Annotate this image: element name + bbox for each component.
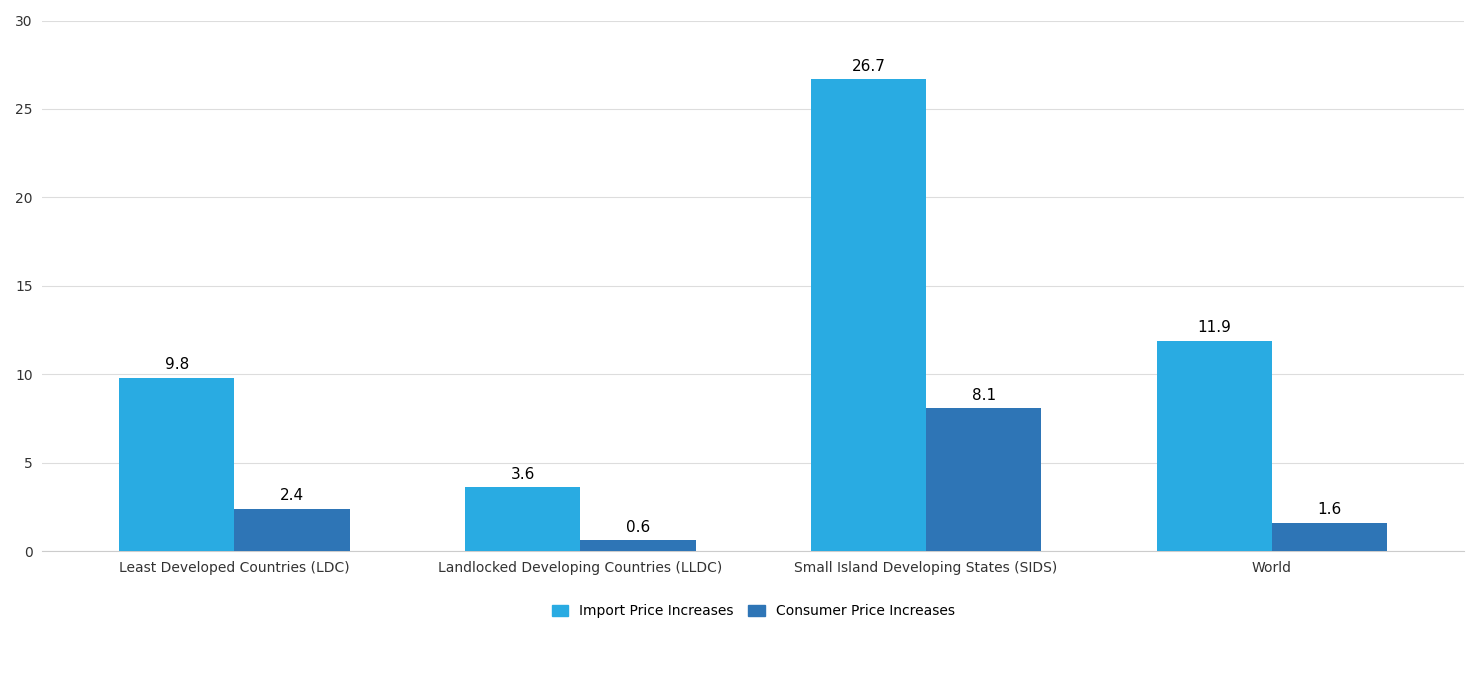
Text: 3.6: 3.6 <box>510 467 535 482</box>
Bar <box>810 79 926 551</box>
Text: 0.6: 0.6 <box>626 520 651 535</box>
Text: 2.4: 2.4 <box>280 489 305 503</box>
Text: 8.1: 8.1 <box>972 388 995 402</box>
Bar <box>235 509 349 551</box>
Bar <box>120 378 235 551</box>
Text: 11.9: 11.9 <box>1198 320 1231 335</box>
Bar <box>1157 341 1272 551</box>
Text: 9.8: 9.8 <box>164 357 189 373</box>
Legend: Import Price Increases, Consumer Price Increases: Import Price Increases, Consumer Price I… <box>546 598 960 623</box>
Text: 1.6: 1.6 <box>1318 502 1341 518</box>
Text: 26.7: 26.7 <box>852 58 886 74</box>
Bar <box>1272 523 1387 551</box>
Bar <box>580 541 695 551</box>
Bar <box>464 487 580 551</box>
Bar <box>926 408 1041 551</box>
